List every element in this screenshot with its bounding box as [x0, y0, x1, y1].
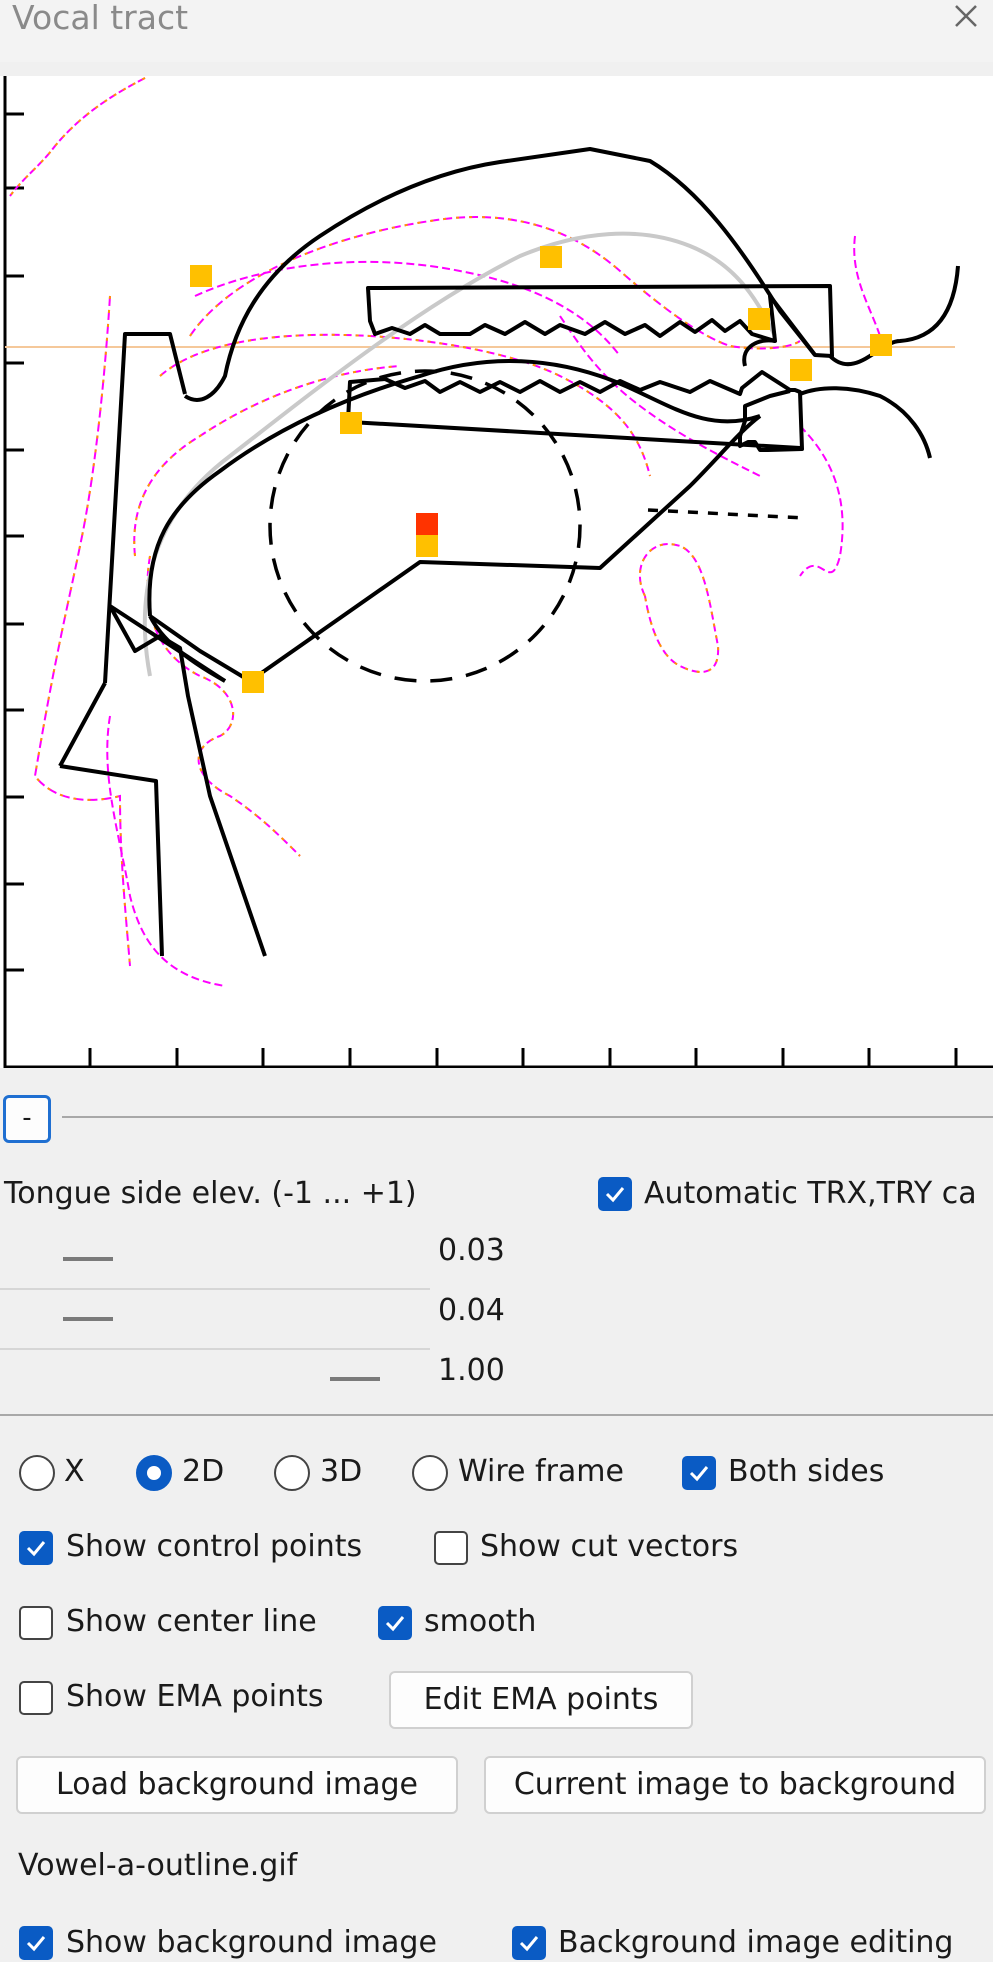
- control-point: [748, 308, 770, 330]
- control-points: [190, 246, 892, 693]
- tongue-slider-3[interactable]: [0, 1350, 430, 1408]
- vocal-tract-model: [58, 147, 960, 957]
- slider-thumb[interactable]: [63, 1317, 113, 1321]
- radio-3d[interactable]: [274, 1455, 310, 1491]
- tongue-side-label: Tongue side elev. (-1 ... +1): [4, 1176, 417, 1211]
- background-image-editing-label: Background image editing: [558, 1925, 954, 1960]
- show-cut-vectors-label: Show cut vectors: [480, 1529, 739, 1564]
- control-point: [540, 246, 562, 268]
- radio-wire-frame-label: Wire frame: [458, 1454, 624, 1489]
- show-cut-vectors-checkbox[interactable]: [434, 1531, 468, 1565]
- show-ema-points-label: Show EMA points: [66, 1679, 324, 1714]
- show-background-image-label: Show background image: [66, 1925, 437, 1960]
- separator: [62, 1116, 993, 1118]
- radio-3d-label: 3D: [320, 1454, 363, 1489]
- tongue-slider-1[interactable]: [0, 1230, 430, 1290]
- control-point: [416, 535, 438, 557]
- both-sides-checkbox[interactable]: [682, 1456, 716, 1490]
- radio-x[interactable]: [19, 1455, 55, 1491]
- auto-trx-label: Automatic TRX,TRY ca: [644, 1176, 977, 1211]
- both-sides-label: Both sides: [728, 1454, 885, 1489]
- vocal-tract-drawing[interactable]: [0, 76, 993, 1068]
- radio-x-label: X: [64, 1454, 85, 1489]
- radio-wire-frame[interactable]: [412, 1455, 448, 1491]
- checkmark-icon: [519, 1936, 539, 1952]
- slider-thumb[interactable]: [330, 1377, 380, 1381]
- checkmark-icon: [689, 1466, 709, 1482]
- tongue-tip-vector: [647, 508, 806, 520]
- checkmark-icon: [26, 1936, 46, 1952]
- control-point: [870, 334, 892, 356]
- control-point: [340, 412, 362, 434]
- radio-2d[interactable]: [136, 1455, 172, 1491]
- control-point: [790, 359, 812, 381]
- axis-ticks: [5, 112, 958, 1067]
- window-title: Vocal tract: [12, 0, 189, 37]
- load-background-image-button[interactable]: Load background image: [16, 1756, 458, 1814]
- show-ema-points-checkbox[interactable]: [19, 1681, 53, 1715]
- vocal-tract-canvas[interactable]: [0, 76, 993, 1068]
- slider-1-value: 0.03: [438, 1233, 505, 1268]
- checkmark-icon: [385, 1616, 405, 1632]
- tongue-body-circle: [268, 369, 582, 683]
- slider-2-value: 0.04: [438, 1293, 505, 1328]
- slider-3-value: 1.00: [438, 1353, 505, 1388]
- background-outline: [9, 77, 881, 987]
- smooth-label: smooth: [424, 1604, 537, 1639]
- slider-thumb[interactable]: [63, 1257, 113, 1261]
- checkmark-icon: [605, 1187, 625, 1203]
- background-file-name: Vowel-a-outline.gif: [18, 1848, 298, 1883]
- auto-trx-checkbox[interactable]: [598, 1177, 632, 1211]
- collapse-button[interactable]: -: [3, 1095, 51, 1143]
- tongue-slider-2[interactable]: [0, 1290, 430, 1350]
- show-center-line-label: Show center line: [66, 1604, 317, 1639]
- show-control-points-label: Show control points: [66, 1529, 363, 1564]
- radio-2d-label: 2D: [182, 1454, 225, 1489]
- title-bar: Vocal tract: [0, 0, 993, 62]
- smooth-checkbox[interactable]: [378, 1606, 412, 1640]
- edit-ema-points-button[interactable]: Edit EMA points: [389, 1671, 693, 1729]
- show-center-line-checkbox[interactable]: [19, 1606, 53, 1640]
- separator: [0, 1414, 993, 1416]
- control-point: [242, 671, 264, 693]
- show-background-image-checkbox[interactable]: [19, 1926, 53, 1960]
- background-image-editing-checkbox[interactable]: [512, 1926, 546, 1960]
- close-icon[interactable]: [948, 0, 984, 34]
- show-control-points-checkbox[interactable]: [19, 1531, 53, 1565]
- control-point: [190, 265, 212, 287]
- selected-control-point: [416, 513, 438, 535]
- axis-frame: [3, 76, 993, 1068]
- current-image-to-background-button[interactable]: Current image to background: [484, 1756, 986, 1814]
- checkmark-icon: [26, 1541, 46, 1557]
